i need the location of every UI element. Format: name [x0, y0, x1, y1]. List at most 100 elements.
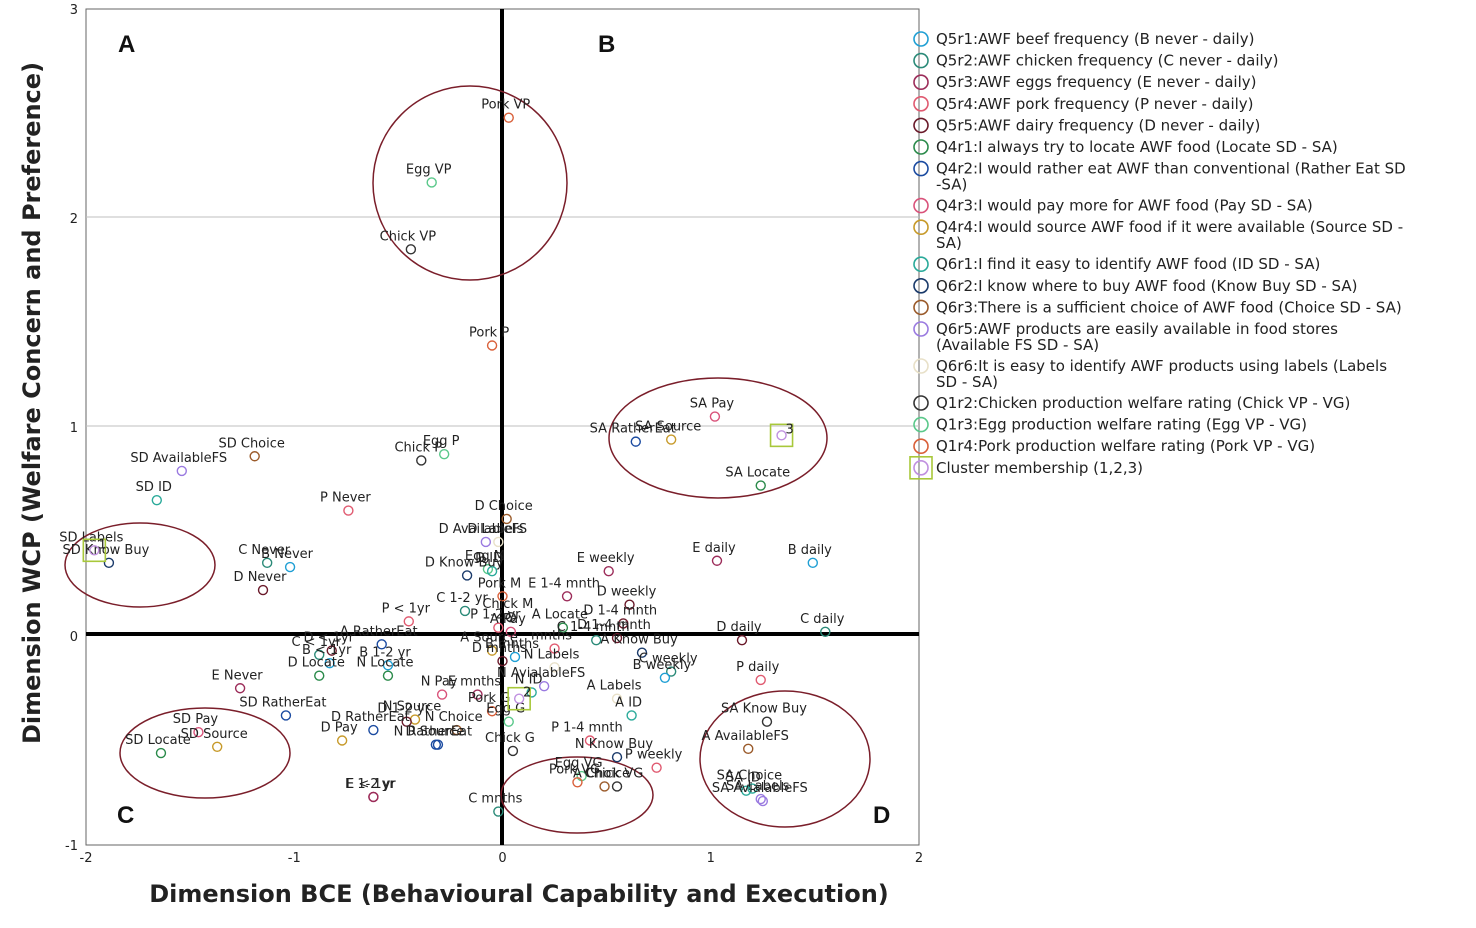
data-point	[665, 434, 677, 445]
data-point-label: SA Source	[635, 420, 701, 435]
data-point-label: D Labels	[467, 522, 523, 537]
data-point-label: D daily	[716, 620, 762, 635]
legend-entry-label: Q6r1:I find it easy to identify AWF food…	[936, 255, 1320, 273]
data-point	[382, 660, 394, 671]
data-point	[755, 793, 766, 805]
legend-swatch	[913, 459, 929, 476]
data-point	[461, 570, 473, 581]
data-point	[757, 795, 769, 807]
data-point-label: A Labels	[587, 679, 642, 694]
cluster-marker-point	[89, 545, 100, 556]
data-point-label: Pork VG	[549, 762, 600, 777]
highlight-ellipse-top	[372, 85, 568, 281]
data-point-label: A RatherEat	[340, 624, 418, 639]
data-point	[284, 561, 296, 573]
data-point	[403, 616, 414, 627]
data-point	[611, 693, 623, 704]
data-point-label: SA ID	[725, 771, 760, 786]
data-point-label: SA Locate	[725, 466, 790, 481]
data-point-label: SD Locate	[125, 733, 191, 748]
legend-entry-label: Q6r3:There is a sufficient choice of AWF…	[936, 298, 1402, 316]
legend-swatch	[913, 74, 929, 90]
data-point	[155, 747, 167, 759]
legend-entry-label: Q5r5:AWF dairy frequency (D never - dail…	[936, 116, 1260, 134]
data-point-label: C < 1yr	[291, 635, 341, 650]
data-point-label: N Locate	[356, 656, 413, 671]
data-point	[176, 465, 187, 477]
data-point	[234, 683, 246, 694]
data-point-label: SA AvialableFS	[712, 781, 808, 796]
highlight-ellipse-a	[64, 522, 216, 608]
data-point-label: N Choice	[425, 710, 483, 725]
data-point-label: Egg VP	[406, 162, 452, 177]
x-tick-label: 2	[915, 851, 923, 866]
data-point	[211, 741, 223, 752]
y-tick-label: 3	[70, 3, 78, 18]
data-point	[401, 716, 412, 727]
data-point	[497, 591, 508, 602]
data-point	[611, 752, 623, 763]
data-point-label: N Pay	[421, 675, 458, 690]
y-tick-label: 2	[70, 212, 78, 227]
data-point	[618, 618, 629, 629]
legend-swatch	[913, 160, 929, 177]
data-point-label: E weekly	[577, 551, 635, 566]
x-axis-title: Dimension BCE (Behavioural Capability an…	[149, 880, 889, 908]
data-point	[493, 806, 504, 817]
data-point	[736, 634, 748, 646]
data-point	[572, 777, 583, 788]
data-point-label: mnths	[531, 629, 572, 644]
data-point-label: SD Pay	[173, 712, 219, 727]
data-point	[665, 666, 677, 677]
highlight-ellipse-d	[699, 690, 871, 828]
data-point-label: D Never	[234, 570, 288, 585]
data-point	[405, 244, 417, 255]
legend-entry-label: Q1r4:Pork production welfare rating (Por…	[936, 437, 1315, 455]
data-point-label: N AvialableFS	[497, 666, 585, 681]
data-point	[416, 455, 427, 466]
legend-entry-label: Q4r1:I always try to locate AWF food (Lo…	[936, 138, 1338, 156]
data-point	[432, 739, 444, 750]
data-point-label: A AvailableFS	[702, 729, 789, 744]
data-point-label: A Locate	[532, 608, 588, 623]
data-point	[538, 680, 550, 692]
data-point-label: D Know Buy	[425, 555, 504, 570]
data-point-label: D Pay	[321, 721, 358, 736]
data-point-label: D mnths	[472, 641, 527, 656]
data-point	[314, 670, 325, 681]
data-point	[436, 689, 448, 700]
legend-swatch	[913, 96, 929, 112]
data-point-label: C Never	[238, 543, 291, 558]
data-point	[755, 480, 766, 491]
data-point-label: Egg G	[486, 702, 525, 717]
legend-entry-label: Q1r3:Egg production welfare rating (Egg …	[936, 416, 1307, 434]
data-point-label: A ID	[615, 695, 642, 710]
data-point-label: D Choice	[475, 499, 533, 514]
data-point-label: E Never	[212, 668, 264, 683]
data-point-label: C 1-2 yr	[436, 591, 488, 606]
data-point-label: A Pay	[490, 612, 526, 627]
data-point-label: Chick VP	[380, 229, 437, 244]
legend-swatch	[913, 117, 929, 134]
data-point-label: SD AvailableFS	[130, 451, 227, 466]
data-point-label: SA Pay	[690, 397, 735, 412]
data-point	[603, 566, 614, 577]
data-point-label: SD Source	[181, 727, 248, 742]
data-point-label: B < 1yr	[302, 643, 352, 658]
data-point-label: B 1-2 yr	[359, 645, 411, 660]
data-point-label: B weekly	[633, 658, 692, 673]
data-point-label: C mnths	[468, 792, 522, 807]
cluster-marker-label: 2	[523, 686, 531, 701]
data-point	[630, 436, 641, 447]
y-tick-label: 0	[70, 630, 78, 645]
legend-entry-label: Q1r2:Chicken production welfare rating (…	[936, 394, 1350, 412]
legend-swatch	[913, 321, 929, 337]
legend-entry-label: Q4r2:I would rather eat AWF than convent…	[936, 160, 1406, 194]
data-point	[743, 743, 754, 755]
quadrant-c-label: C	[117, 802, 134, 829]
data-point-label: Pork P	[469, 325, 509, 340]
data-point	[326, 645, 337, 656]
data-point	[497, 655, 508, 667]
cluster-marker-box	[82, 538, 107, 563]
y-tick-label: 1	[70, 421, 78, 436]
